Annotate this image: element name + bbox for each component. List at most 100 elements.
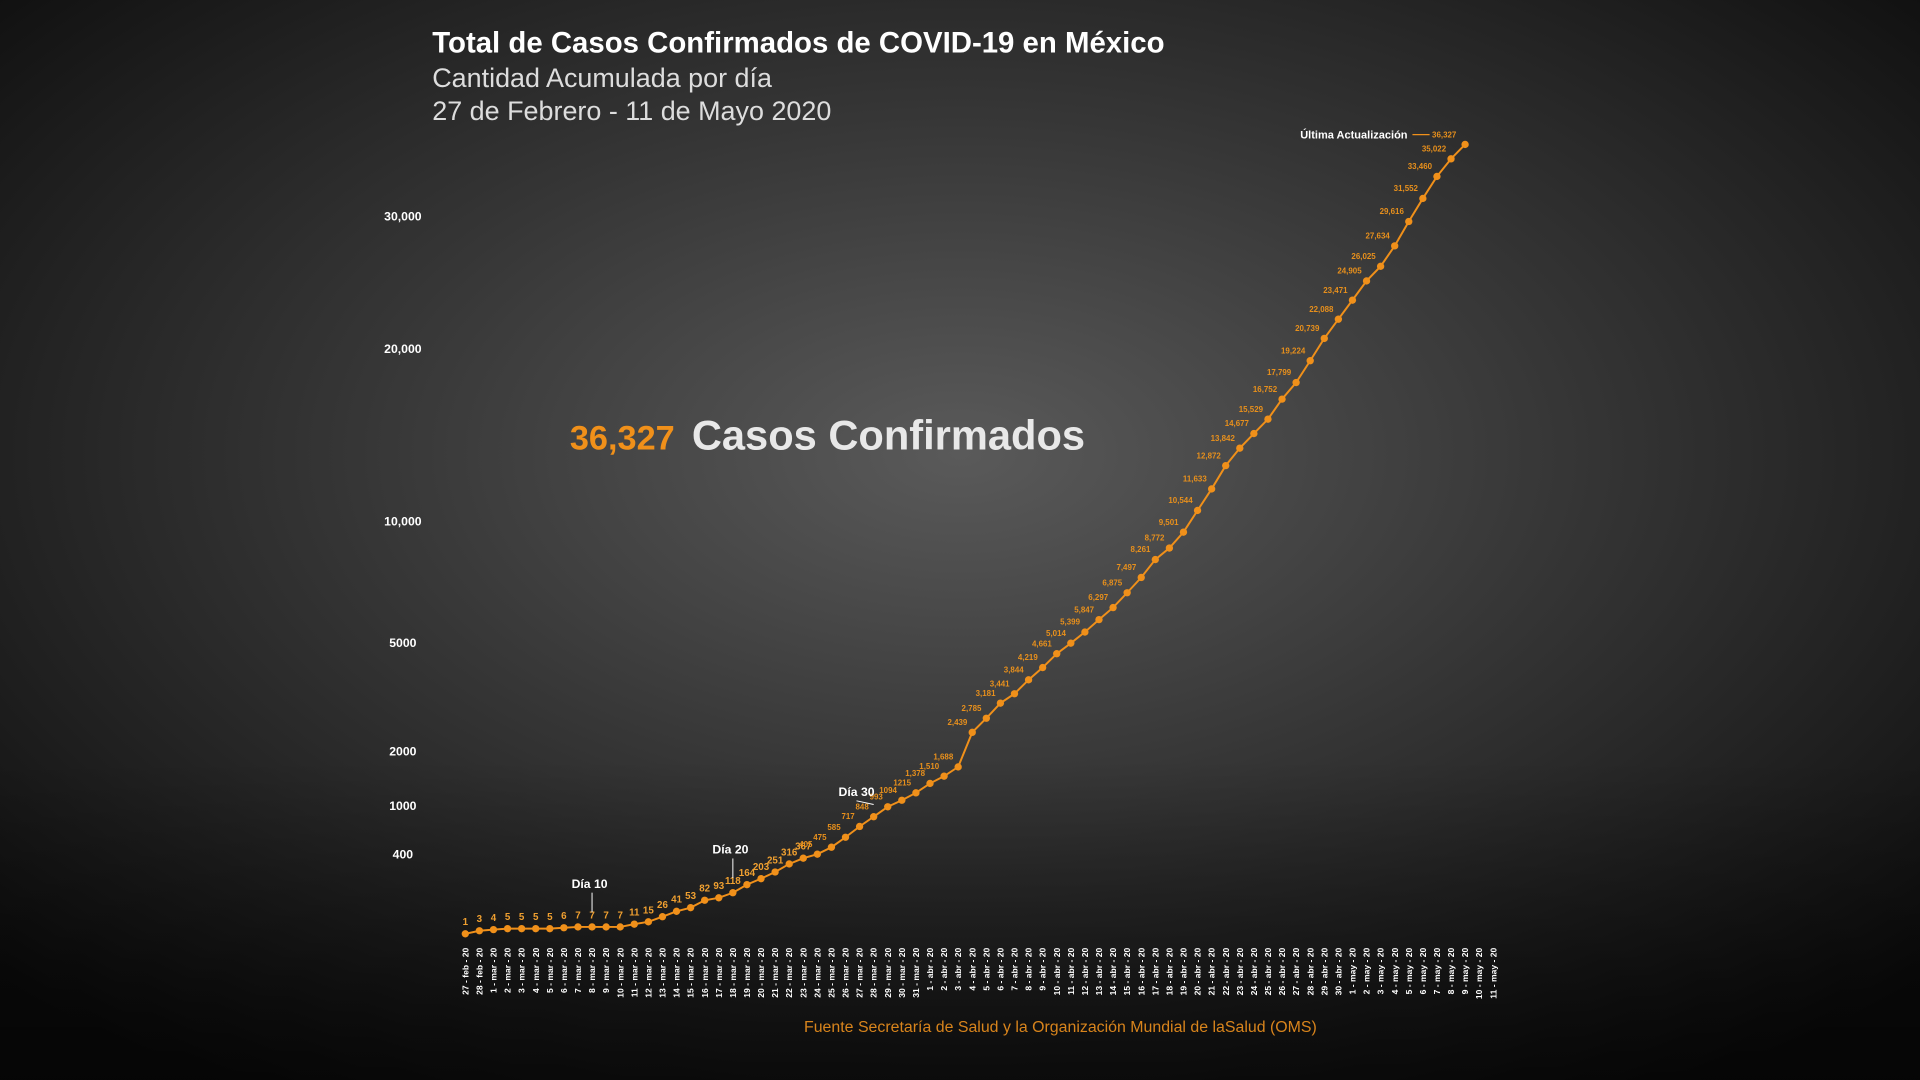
point [954,763,962,771]
point [785,860,793,868]
y-tick-label: 2000 [389,744,416,758]
x-tick-label: 16 - mar - 20 [700,948,710,998]
value-label: 251 [767,855,784,866]
point [560,924,568,932]
point [574,923,582,931]
point [757,874,765,883]
point [503,924,512,933]
point [729,889,737,897]
annotation: Día 20 [712,843,748,857]
chart-title: Total de Casos Confirmados de COVID-19 e… [432,27,1164,60]
point [912,789,920,797]
value-label: 12,872 [1197,451,1222,460]
value-label: 2,439 [947,718,967,727]
point [715,894,723,902]
x-tick-label: 18 - abr - 20 [1164,948,1174,996]
value-label: 4,219 [1018,653,1038,662]
point [1179,528,1188,536]
point [1053,650,1061,658]
x-tick-label: 2 - may - 20 [1362,948,1372,995]
point [827,843,836,851]
x-tick-label: 7 - may - 20 [1432,948,1442,995]
value-label: 7 [589,910,595,921]
point [855,822,864,831]
x-tick-label: 6 - mar - 20 [559,948,569,993]
point [1222,461,1230,470]
value-label: 14,677 [1225,419,1250,428]
value-label: 36,327 [1432,131,1457,140]
value-label: 7 [617,910,623,921]
point [1376,262,1385,271]
value-label: 1,510 [919,762,939,771]
value-label: 5 [519,912,525,923]
x-tick-label: 6 - may - 20 [1418,948,1428,995]
point [813,850,822,858]
y-tick-label: 30,000 [384,210,422,224]
point [616,923,624,931]
point [940,772,948,780]
value-label: 5 [505,912,511,923]
value-label: 26,025 [1351,252,1376,261]
value-label: 1,378 [905,769,925,778]
x-tick-label: 8 - mar - 20 [587,948,597,993]
y-tick-label: 400 [393,847,414,861]
x-tick-label: 17 - mar - 20 [714,948,724,998]
value-label: 3,844 [1004,665,1024,674]
value-label: 22,088 [1309,305,1334,314]
value-label: 316 [781,847,798,858]
value-label: 475 [813,833,827,842]
value-label: 6,297 [1088,593,1108,602]
point [982,714,990,722]
annotation: Última Actualización [1300,128,1408,141]
y-tick-label: 1000 [389,799,416,813]
x-tick-label: 7 - mar - 20 [573,948,583,993]
point [1024,676,1033,684]
x-tick-label: 10 - abr - 20 [1052,948,1062,996]
value-label: 118 [725,876,741,887]
x-tick-label: 5 - may - 20 [1404,948,1414,995]
value-label: 3,441 [990,679,1010,688]
x-tick-label: 17 - abr - 20 [1150,948,1160,996]
x-tick-label: 12 - mar - 20 [643,948,653,998]
value-label: 1094 [879,786,897,795]
point [1461,140,1469,149]
x-tick-label: 14 - mar - 20 [672,948,682,998]
value-label: 203 [753,862,770,873]
value-label: 4,661 [1032,639,1052,648]
value-label: 993 [870,792,884,801]
point [743,880,751,889]
point [1278,395,1286,403]
value-label: 24,905 [1337,267,1362,276]
value-label: 15 [643,905,654,916]
value-label: 2,785 [962,704,982,713]
point [1207,485,1216,493]
point [1236,444,1244,452]
value-label: 31,552 [1394,184,1419,193]
point [475,927,484,935]
x-tick-label: 21 - abr - 20 [1207,948,1217,996]
value-label: 13,842 [1211,434,1236,443]
x-tick-label: 13 - mar - 20 [658,948,668,998]
x-tick-label: 4 - mar - 20 [531,948,541,993]
point [1306,357,1314,365]
x-tick-label: 20 - abr - 20 [1193,948,1203,996]
value-label: 93 [713,881,724,892]
value-label: 33,460 [1408,162,1433,171]
x-tick-label: 29 - mar - 20 [883,948,893,998]
point [1405,217,1413,226]
point [1010,690,1019,698]
y-tick-label: 5000 [389,636,416,650]
point [1334,315,1343,323]
x-tick-label: 12 - abr - 20 [1080,948,1090,996]
value-label: 7,497 [1116,563,1136,572]
x-tick-label: 1 - mar - 20 [489,948,499,993]
point [1081,628,1089,636]
x-tick-label: 3 - mar - 20 [517,948,527,993]
value-label: 8,261 [1131,545,1151,554]
point [630,920,638,928]
value-label: 11 [629,908,640,919]
value-label: 7 [603,910,609,921]
value-label: 53 [685,891,696,902]
x-tick-label: 26 - mar - 20 [841,948,851,998]
